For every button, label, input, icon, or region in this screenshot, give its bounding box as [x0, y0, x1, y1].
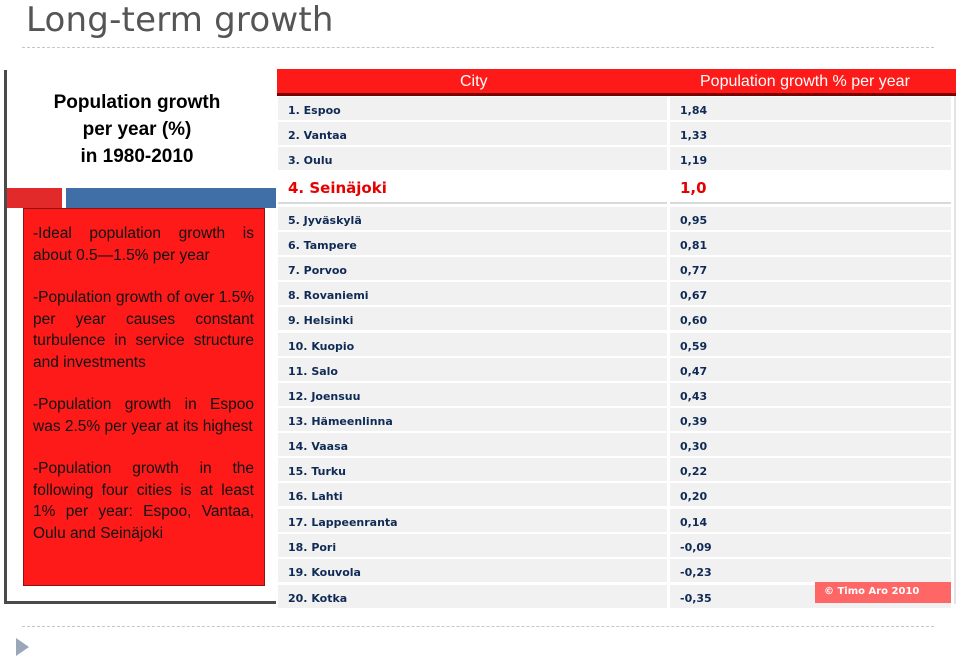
- table-row: 13. Hämeenlinna 0,39: [278, 408, 951, 433]
- growth-value-cell: 0,81: [670, 232, 951, 256]
- growth-value-cell: 0,59: [670, 333, 951, 357]
- growth-value-cell: 0,30: [670, 433, 951, 457]
- city-cell: 9. Helsinki: [278, 307, 667, 331]
- growth-value-cell: 0,14: [670, 509, 951, 533]
- growth-table: 1. Espoo 1,84 2. Vantaa 1,33 3. Oulu 1,19 4. S…: [278, 97, 951, 609]
- accent-bar-red: [7, 188, 62, 208]
- table-row: 17. Lappeenranta 0,14: [278, 509, 951, 534]
- city-cell: 11. Salo: [278, 358, 667, 382]
- city-cell: 10. Kuopio: [278, 333, 667, 357]
- table-row: 4. Seinäjoki 1,0: [278, 175, 951, 205]
- table-row: 3. Oulu 1,19: [278, 147, 951, 172]
- city-cell: 6. Tampere: [278, 232, 667, 256]
- growth-value-cell: 1,84: [670, 97, 951, 121]
- table-row: 12. Joensuu 0,43: [278, 383, 951, 408]
- column-header-city: City: [460, 73, 488, 90]
- table-row: 16. Lahti 0,20: [278, 483, 951, 508]
- growth-value-cell: 0,22: [670, 458, 951, 482]
- panel-heading: Population growth per year (%) in 1980-2…: [13, 70, 261, 188]
- growth-value-cell: 0,67: [670, 282, 951, 306]
- table-row: 1. Espoo 1,84: [278, 97, 951, 122]
- growth-value-cell: 0,47: [670, 358, 951, 382]
- table-row: 20. Kotka -0,35: [278, 585, 951, 610]
- note-ideal-growth: -Ideal population growth is about 0.5—1.…: [33, 225, 254, 264]
- table-edge: [954, 96, 956, 604]
- table-header: City Population growth % per year: [277, 69, 956, 96]
- growth-value-cell: 0,20: [670, 483, 951, 507]
- city-cell: 13. Hämeenlinna: [278, 408, 667, 432]
- city-cell: 18. Pori: [278, 534, 667, 558]
- growth-value-cell: 0,39: [670, 408, 951, 432]
- note-four-cities: -Population growth in the following four…: [33, 460, 254, 542]
- footer-divider: [22, 626, 934, 627]
- table-row: 18. Pori -0,09: [278, 534, 951, 559]
- city-cell: 14. Vaasa: [278, 433, 667, 457]
- table-row: 8. Rovaniemi 0,67: [278, 282, 951, 307]
- table-row: 5. Jyväskylä 0,95: [278, 207, 951, 232]
- panel-heading-line-1: Population growth: [53, 91, 221, 113]
- growth-value-cell: -0,09: [670, 534, 951, 558]
- growth-value-cell: 1,33: [670, 122, 951, 146]
- slide-title: Long-term growth: [26, 0, 334, 40]
- growth-value-cell: 0,43: [670, 383, 951, 407]
- accent-bar-blue: [66, 188, 276, 208]
- table-row: 14. Vaasa 0,30: [278, 433, 951, 458]
- city-cell: 5. Jyväskylä: [278, 207, 667, 231]
- table-row: 10. Kuopio 0,59: [278, 333, 951, 358]
- left-frame: [4, 70, 276, 604]
- table-row: 11. Salo 0,47: [278, 358, 951, 383]
- panel-heading-line-3: in 1980-2010: [80, 145, 194, 167]
- growth-value-cell: 0,77: [670, 257, 951, 281]
- column-header-growth: Population growth % per year: [700, 73, 910, 90]
- city-cell: 12. Joensuu: [278, 383, 667, 407]
- table-row: 19. Kouvola -0,23: [278, 559, 951, 584]
- table-row: 6. Tampere 0,81: [278, 232, 951, 257]
- growth-value-cell: 0,60: [670, 307, 951, 331]
- table-row: 7. Porvoo 0,77: [278, 257, 951, 282]
- copyright-label: © Timo Aro 2010: [815, 582, 951, 603]
- city-cell: 7. Porvoo: [278, 257, 667, 281]
- panel-heading-line-2: per year (%): [82, 118, 192, 140]
- note-espoo: -Population growth in Espoo was 2.5% per…: [33, 396, 254, 435]
- city-cell: 1. Espoo: [278, 97, 667, 121]
- title-divider: [22, 47, 934, 48]
- growth-value-cell: 1,0: [670, 175, 951, 204]
- city-cell: 20. Kotka: [278, 585, 667, 609]
- notes-panel: -Ideal population growth is about 0.5—1.…: [23, 208, 265, 586]
- growth-value-cell: 1,19: [670, 147, 951, 171]
- city-cell: 15. Turku: [278, 458, 667, 482]
- city-cell: 4. Seinäjoki: [278, 175, 667, 204]
- city-cell: 19. Kouvola: [278, 559, 667, 583]
- city-cell: 3. Oulu: [278, 147, 667, 171]
- table-row: 15. Turku 0,22: [278, 458, 951, 483]
- growth-value-cell: -0,23: [670, 559, 951, 583]
- city-cell: 17. Lappeenranta: [278, 509, 667, 533]
- city-cell: 2. Vantaa: [278, 122, 667, 146]
- table-row: 2. Vantaa 1,33: [278, 122, 951, 147]
- city-cell: 16. Lahti: [278, 483, 667, 507]
- table-row: 9. Helsinki 0,60: [278, 307, 951, 332]
- note-turbulence: -Population growth of over 1.5% per year…: [33, 289, 254, 371]
- slide-arrow-icon: [16, 638, 29, 656]
- city-cell: 8. Rovaniemi: [278, 282, 667, 306]
- growth-value-cell: 0,95: [670, 207, 951, 231]
